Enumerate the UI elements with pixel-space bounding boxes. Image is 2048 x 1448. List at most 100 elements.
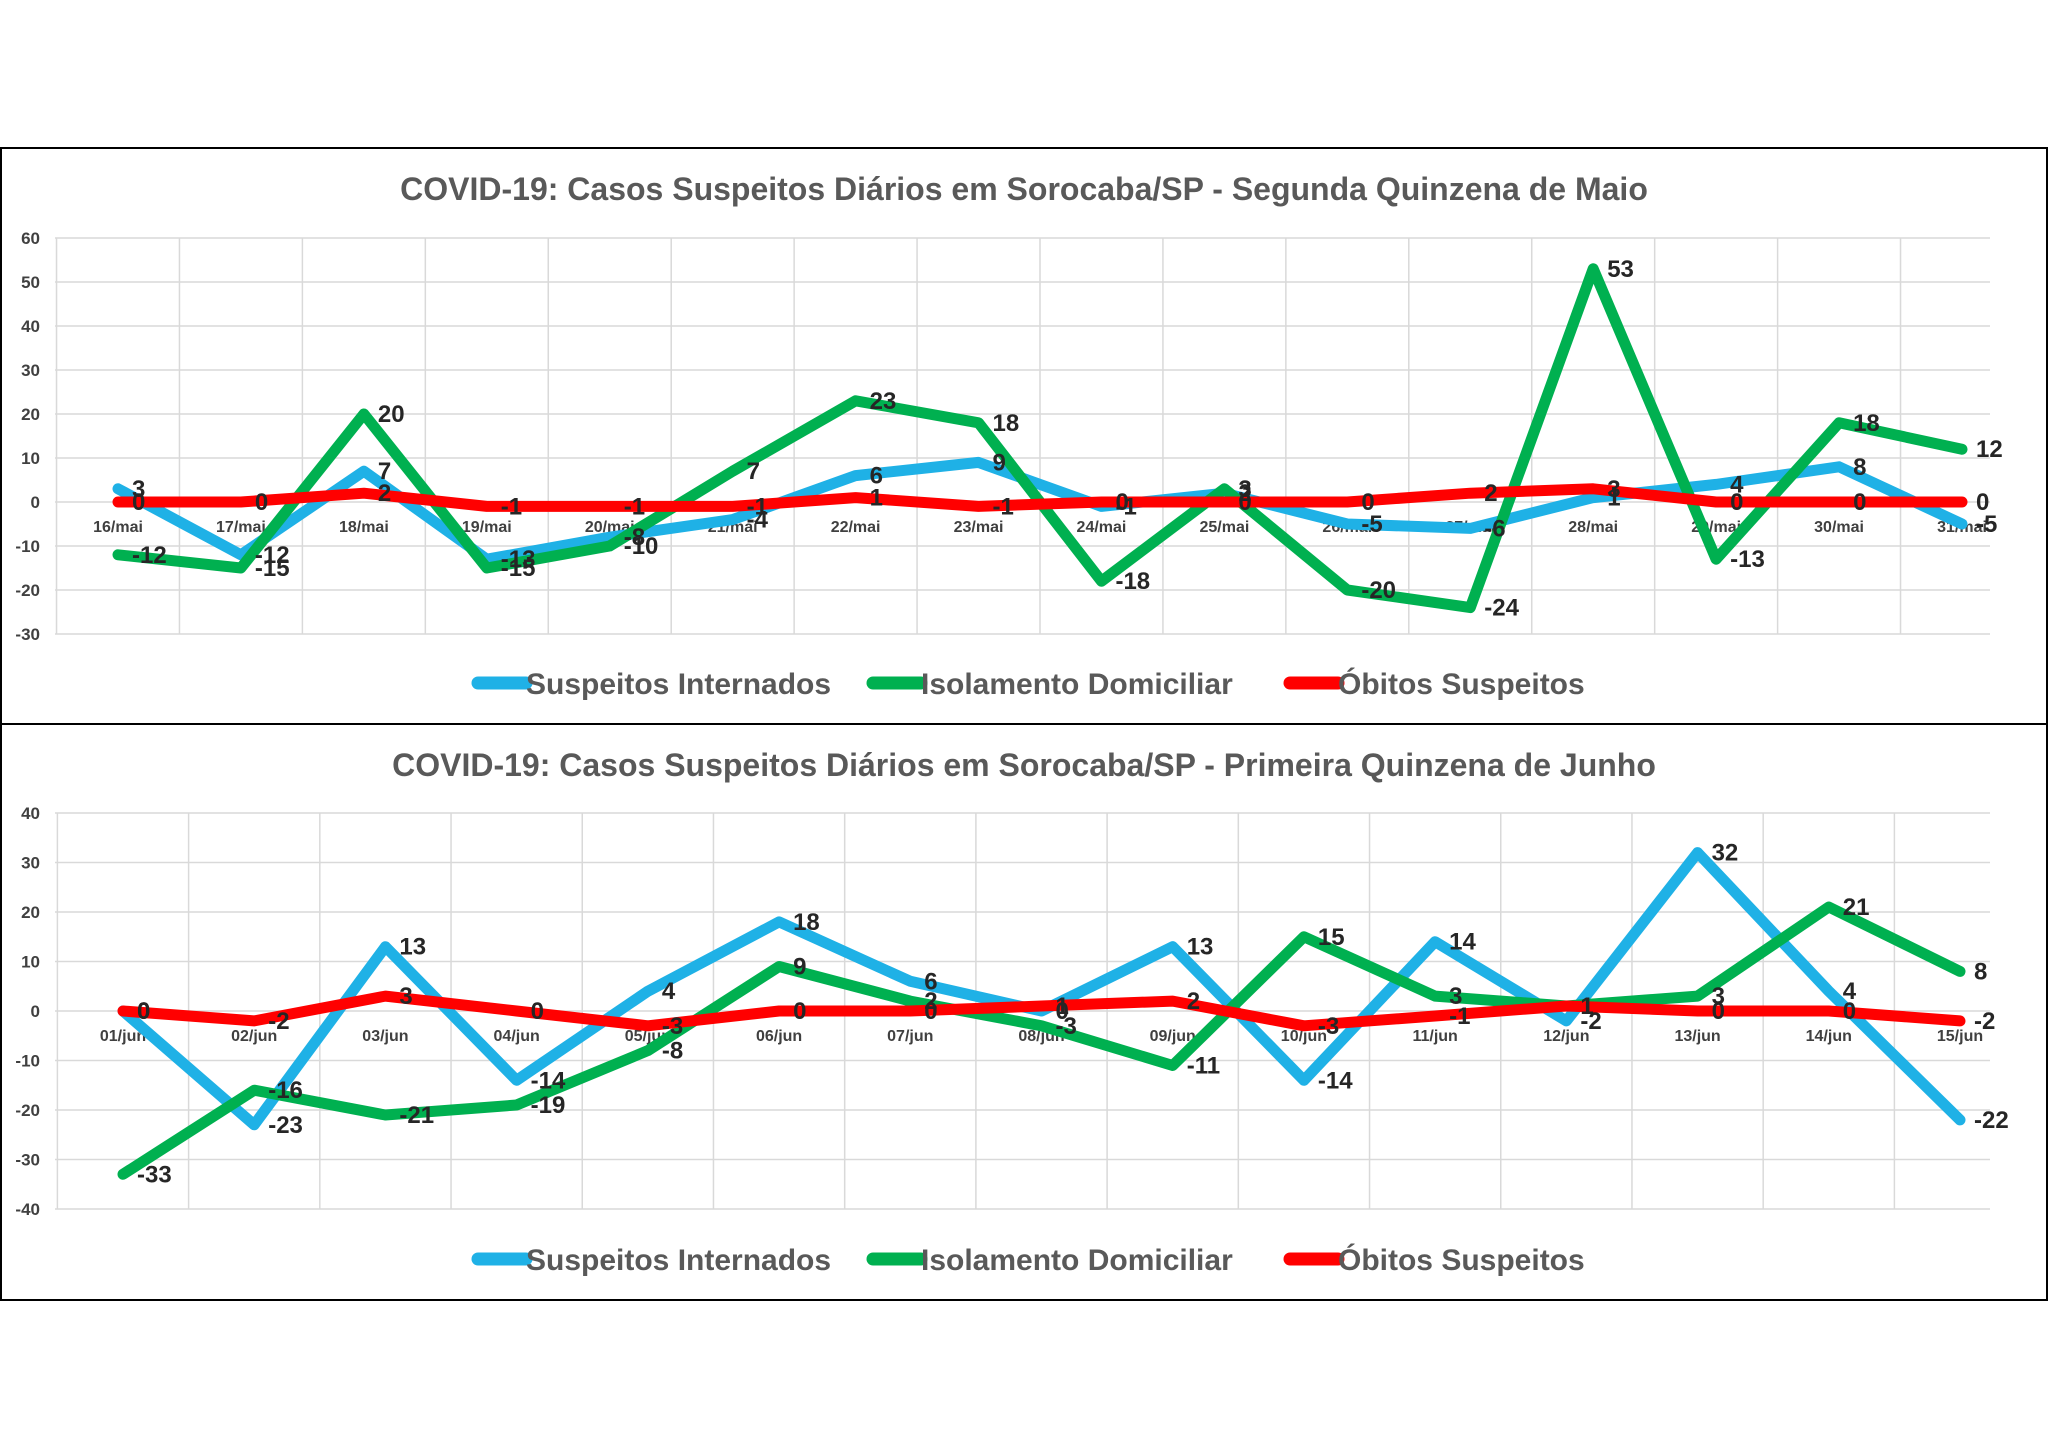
chart-1-series-3-data-label: 0 — [1730, 489, 1743, 516]
chart-1-series-2-data-label: 18 — [1853, 410, 1880, 437]
chart-2-x-tick-label: 15/jun — [1937, 1028, 1983, 1045]
chart-1-series-2-data-label: 18 — [993, 410, 1020, 437]
chart-1-series-2-data-label: 20 — [378, 401, 405, 428]
chart-1-x-tick-label: 22/mai — [831, 519, 881, 536]
chart-2-series-1-data-label: 14 — [1449, 929, 1476, 956]
chart-2-series-3-data-label: -3 — [662, 1013, 683, 1040]
chart-1-series-1-data-label: -5 — [1976, 511, 1997, 538]
chart-2-series-2-data-label: -3 — [1056, 1013, 1077, 1040]
chart-1-series-3-data-label: -1 — [624, 493, 645, 520]
chart-2-series-2-line — [117, 901, 1966, 1180]
chart-1-series-3-data-label: 0 — [132, 489, 145, 516]
chart-2-series-2-data-label: 15 — [1318, 924, 1345, 951]
chart-1-series-2-data-label: 12 — [1976, 436, 2003, 463]
chart-2-y-tick-label: -20 — [15, 1101, 40, 1120]
chart-2-series-1-data-label: -23 — [268, 1112, 303, 1139]
chart-1-series-1-data-label: 8 — [1853, 454, 1866, 481]
chart-2-series-2-data-label: -16 — [268, 1077, 303, 1104]
chart-1-series-1-data-label: 1 — [1607, 485, 1620, 512]
chart-1-series-1-data-label: -12 — [255, 542, 290, 569]
chart-1-series-3-data-label: -1 — [993, 493, 1014, 520]
chart-2-series-3-data-label: 0 — [1712, 998, 1725, 1025]
chart-1-x-tick-label: 17/mai — [216, 519, 266, 536]
chart-2-legend-label-2: Isolamento Domiciliar — [921, 1244, 1233, 1277]
chart-2-x-tick-label: 13/jun — [1674, 1028, 1720, 1045]
chart-2-series-1-data-label: 4 — [662, 978, 676, 1005]
chart-2-legend-label-3: Óbitos Suspeitos — [1338, 1243, 1585, 1277]
chart-1-y-tick-label: 30 — [21, 361, 40, 380]
chart-2-series-2-data-label: -8 — [662, 1038, 683, 1065]
chart-1-series-1-data-label: -1 — [1115, 493, 1136, 520]
chart-2-y-tick-label: 40 — [21, 804, 40, 823]
chart-2-series-2-data-label: -21 — [399, 1102, 434, 1129]
chart-1-y-tick-label: 20 — [21, 405, 40, 424]
chart-2-series-3-data-label: 0 — [793, 998, 806, 1025]
chart-2-y-tick-label: -40 — [15, 1200, 40, 1219]
chart-2-y-tick-label: -30 — [15, 1151, 40, 1170]
chart-2-series-1-data-label: 32 — [1712, 840, 1739, 867]
chart-2-series-1-data-label: -2 — [1580, 1008, 1601, 1035]
chart-2-y-tick-label: 10 — [21, 953, 40, 972]
chart-2-series-2-data-label: 3 — [1449, 983, 1462, 1010]
chart-2-x-tick-label: 04/jun — [494, 1028, 540, 1045]
chart-2-series-2-data-label: 2 — [924, 988, 937, 1015]
chart-1-series-1-data-label: 2 — [1238, 480, 1251, 507]
chart-1-series-3-data-label: 3 — [1607, 476, 1620, 503]
chart-2-y-tick-label: 30 — [21, 854, 40, 873]
chart-2-series-2-data-label: 9 — [793, 953, 806, 980]
chart-1-series-3-data-label: 0 — [1361, 489, 1374, 516]
chart-2-series-2-data-label: 3 — [1712, 983, 1725, 1010]
chart-1-series-3-data-label: 0 — [255, 489, 268, 516]
chart-2-series-3-data-label: -2 — [268, 1008, 289, 1035]
chart-2-series-3-data-label: -1 — [1449, 1003, 1470, 1030]
chart-2-y-tick-label: -10 — [15, 1052, 40, 1071]
chart-2-x-tick-label: 03/jun — [362, 1028, 408, 1045]
chart-2-series-3-data-label: -2 — [1974, 1008, 1995, 1035]
chart-1-series-3-data-label: 2 — [1484, 480, 1497, 507]
chart-1-series-3-data-label: 0 — [1976, 489, 1989, 516]
chart-1-x-tick-label: 24/mai — [1077, 519, 1127, 536]
chart-1-series-3-data-label: 2 — [378, 480, 391, 507]
chart-2-series-1-data-label: -22 — [1974, 1107, 2009, 1134]
chart-1-series-1-data-label: -5 — [1361, 511, 1382, 538]
chart-1-y-tick-label: 10 — [21, 449, 40, 468]
chart-2-series-3-data-label: 3 — [399, 983, 412, 1010]
chart-2-legend-label-1: Suspeitos Internados — [526, 1244, 831, 1277]
chart-1-series-1-data-label: 7 — [378, 458, 391, 485]
chart-1-y-tick-label: -10 — [15, 537, 40, 556]
chart-1-x-tick-label: 28/mai — [1568, 519, 1618, 536]
chart-1-series-2-data-label: -24 — [1484, 595, 1519, 622]
chart-2-x-tick-label: 12/jun — [1543, 1028, 1589, 1045]
chart-2-series-3-data-label: 2 — [1187, 988, 1200, 1015]
chart-1-series-2-data-label: -18 — [1115, 568, 1150, 595]
chart-1-series-3-data-label: 1 — [870, 485, 883, 512]
chart-2-series-1-data-label: 0 — [1056, 998, 1069, 1025]
chart-2-series-3-data-label: 1 — [1056, 993, 1069, 1020]
chart-1-y-tick-label: -20 — [15, 581, 40, 600]
chart-1-x-tick-label: 19/mai — [462, 519, 512, 536]
chart-1-series-2-data-label: -20 — [1361, 577, 1396, 604]
chart-1-x-tick-label: 30/mai — [1814, 519, 1864, 536]
chart-2-series-1-data-label: 6 — [924, 968, 937, 995]
chart-2-series-2-data-label: 1 — [1580, 993, 1593, 1020]
chart-1-series-2-data-label: 3 — [1238, 476, 1251, 503]
chart-2-x-tick-label: 07/jun — [887, 1028, 933, 1045]
chart-2-series-2-data-label: -11 — [1187, 1052, 1220, 1079]
chart-2-series-2-data-label: 21 — [1843, 894, 1870, 921]
chart-2-series-3-data-label: 0 — [531, 998, 544, 1025]
chart-1-series-3-data-label: 0 — [1238, 489, 1251, 516]
chart-2-series-3-data-label: 0 — [1843, 998, 1856, 1025]
chart-1-legend-label-2: Isolamento Domiciliar — [921, 668, 1233, 701]
chart-2-series-3-data-label: 1 — [1580, 993, 1593, 1020]
chart-1-title: COVID-19: Casos Suspeitos Diários em Sor… — [400, 171, 1648, 207]
chart-1-y-tick-label: 0 — [31, 493, 40, 512]
chart-2-series-2-data-label: 8 — [1974, 958, 1987, 985]
chart-1-x-tick-label: 16/mai — [93, 519, 143, 536]
chart-2-x-tick-label: 09/jun — [1150, 1028, 1196, 1045]
chart-1-series-2-data-label: -13 — [1730, 546, 1765, 573]
chart-1-series-3-data-label: -1 — [501, 493, 522, 520]
chart-1-series-2-data-label: 7 — [747, 458, 760, 485]
chart-2-series-1-data-label: 13 — [1187, 934, 1214, 961]
